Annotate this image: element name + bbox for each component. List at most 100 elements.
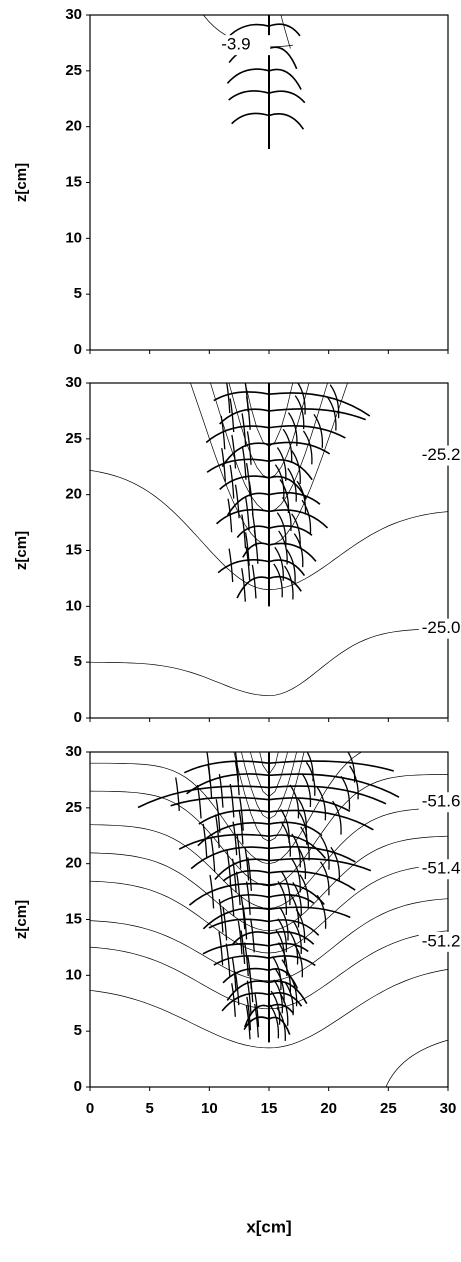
root-lateral (268, 392, 371, 417)
y-tick-label: 0 (74, 341, 82, 358)
root-lateral (268, 760, 394, 772)
root-branch (231, 434, 237, 469)
root-lateral (178, 833, 270, 850)
root-lateral (215, 508, 270, 525)
root-lateral (268, 821, 323, 837)
root-lateral (198, 809, 270, 825)
root-lateral (268, 931, 315, 945)
y-axis-label: z[cm] (13, 531, 30, 570)
root-branch (293, 533, 304, 568)
y-tick-label: 5 (74, 653, 82, 670)
root-branch (234, 761, 240, 796)
root-lateral (268, 955, 316, 967)
contour-label: -25.0 (422, 618, 461, 637)
contour-line (90, 628, 448, 697)
root-lateral (268, 441, 331, 455)
root-lateral (213, 391, 270, 402)
root-lateral (268, 68, 302, 90)
root-lateral (268, 894, 315, 904)
root-lateral (268, 90, 306, 104)
y-axis-label: z[cm] (13, 900, 30, 939)
annotation-bg (418, 859, 461, 880)
root-branch (245, 881, 251, 915)
y-tick-label: 0 (74, 709, 82, 726)
root-lateral (268, 906, 351, 919)
root-branch (251, 564, 257, 599)
root-lateral (227, 492, 270, 516)
root-lateral (188, 882, 270, 906)
root-branch (228, 548, 234, 583)
contour-line (280, 15, 291, 49)
root-branch (281, 822, 291, 857)
annotation-bg (418, 618, 461, 639)
root-branch (278, 991, 289, 1026)
root-branch (175, 777, 180, 811)
y-tick-label: 20 (65, 855, 82, 872)
root-branch (329, 384, 340, 419)
root-branch (244, 942, 249, 977)
root-lateral (208, 918, 270, 929)
root-branch (250, 918, 255, 953)
x-tick-label: 30 (440, 1100, 457, 1117)
root-lateral (268, 525, 313, 536)
y-tick-label: 10 (65, 229, 82, 246)
root-branch (246, 431, 252, 465)
root-branch (316, 894, 327, 929)
y-tick-label: 5 (74, 285, 82, 302)
root-branch (244, 846, 250, 881)
root-lateral (222, 967, 270, 984)
root-branch (222, 906, 228, 941)
root-branch (291, 858, 301, 893)
root-branch (245, 462, 251, 497)
root-lateral (268, 942, 309, 953)
x-tick-label: 15 (261, 1100, 278, 1117)
root-branch (241, 413, 247, 447)
root-branch (225, 943, 231, 978)
root-branch (316, 786, 327, 821)
y-tick-label: 15 (65, 173, 82, 190)
root-branch (235, 871, 241, 906)
root-branch (296, 480, 307, 515)
root-lateral (219, 894, 270, 905)
root-branch (247, 857, 252, 891)
root-branch (273, 563, 283, 598)
root-branch (239, 797, 244, 831)
contour-line (259, 752, 279, 775)
root-branch (271, 956, 282, 991)
root-branch (326, 396, 337, 431)
y-tick-label: 15 (65, 541, 82, 558)
root-lateral (137, 785, 270, 809)
contour-line (385, 1039, 448, 1087)
root-branch (227, 498, 233, 533)
root-lateral (268, 23, 301, 37)
root-branch (277, 881, 288, 915)
root-branch (289, 784, 300, 819)
root-branch (226, 850, 232, 884)
root-branch (254, 993, 260, 1027)
root-branch (305, 761, 316, 796)
root-branch (289, 893, 300, 928)
root-lateral (202, 907, 270, 930)
root-lateral (236, 576, 270, 599)
root-branch (279, 906, 289, 941)
root-branch (202, 823, 208, 858)
root-branch (313, 413, 324, 448)
root-branch (296, 845, 307, 880)
root-branch (214, 814, 220, 849)
root-branch (242, 905, 248, 940)
root-branch (231, 858, 237, 893)
root-branch (238, 810, 244, 845)
x-tick-label: 20 (320, 1100, 337, 1117)
root-branch (237, 920, 243, 955)
contour-label: -51.6 (422, 792, 461, 811)
root-lateral (236, 525, 270, 539)
root-lateral (268, 1016, 291, 1035)
root-lateral (268, 559, 306, 577)
root-lateral (268, 773, 400, 798)
root-branch (295, 908, 306, 943)
root-branch (229, 882, 235, 917)
root-lateral (268, 113, 305, 130)
root-branch (293, 943, 304, 978)
root-branch (229, 783, 235, 818)
